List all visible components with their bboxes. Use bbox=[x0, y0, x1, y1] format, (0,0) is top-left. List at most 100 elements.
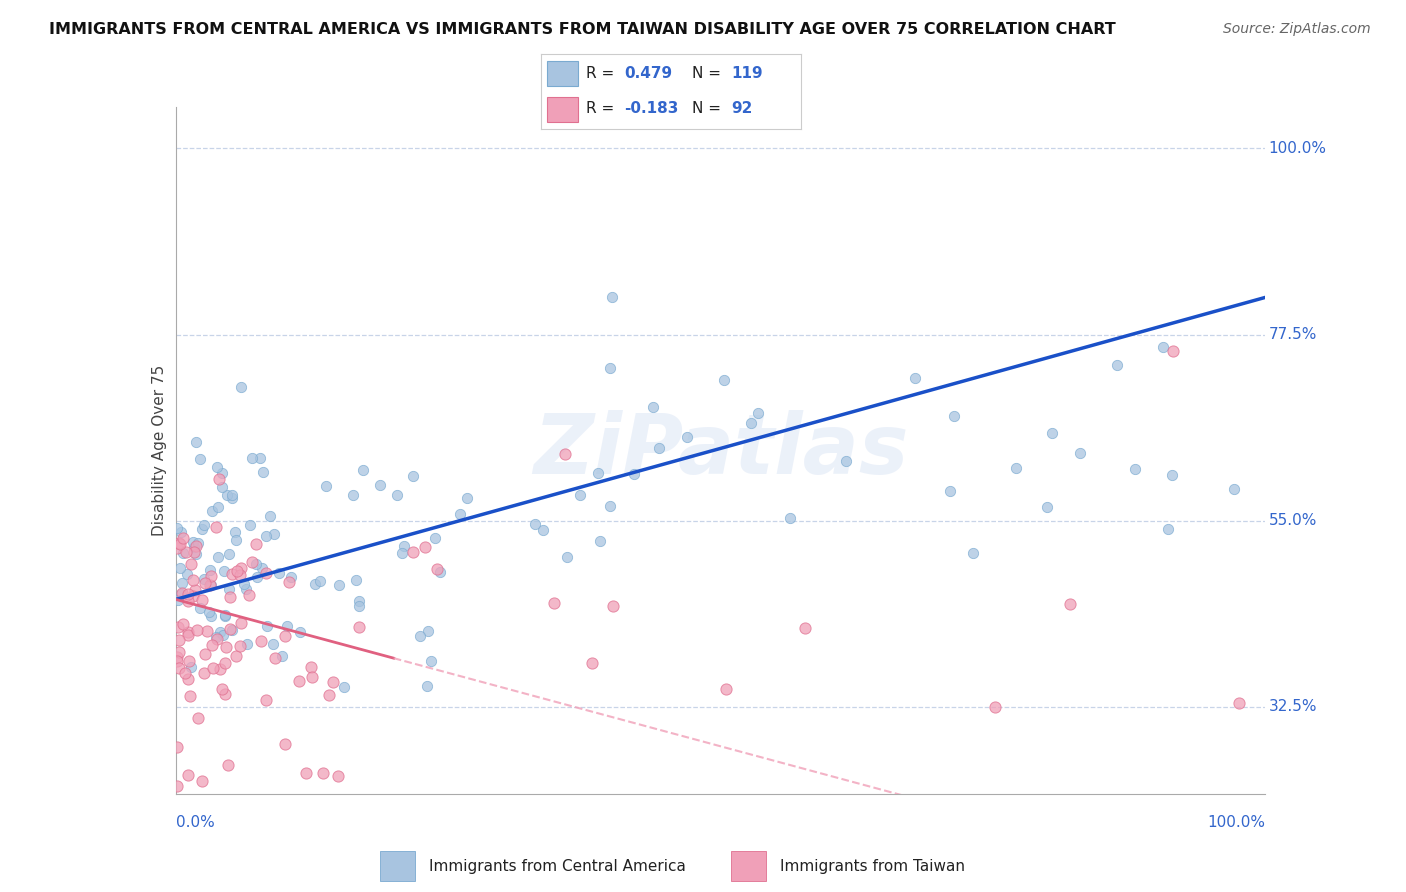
Text: Immigrants from Central America: Immigrants from Central America bbox=[429, 859, 686, 873]
Point bbox=[235, 582, 257, 596]
Point bbox=[599, 499, 621, 513]
Point bbox=[267, 566, 290, 581]
Point bbox=[181, 589, 204, 603]
Point bbox=[242, 450, 264, 465]
Point bbox=[205, 632, 228, 646]
Point bbox=[648, 441, 671, 455]
Point bbox=[167, 645, 190, 659]
Point bbox=[984, 700, 1007, 714]
Point bbox=[1107, 358, 1129, 372]
Point bbox=[167, 536, 190, 550]
Text: 55.0%: 55.0% bbox=[1268, 513, 1317, 528]
Point bbox=[186, 624, 208, 638]
Point bbox=[176, 625, 198, 640]
Point bbox=[252, 466, 274, 480]
Point bbox=[214, 656, 236, 670]
Point bbox=[215, 640, 238, 655]
Point bbox=[429, 566, 451, 580]
Point bbox=[166, 593, 188, 607]
Point bbox=[1004, 461, 1026, 475]
Point bbox=[568, 488, 591, 502]
Point bbox=[456, 491, 478, 505]
Point bbox=[187, 536, 209, 550]
Point bbox=[416, 624, 439, 639]
Point bbox=[589, 534, 612, 549]
Point bbox=[177, 767, 200, 781]
Point bbox=[207, 500, 229, 514]
Point bbox=[172, 546, 194, 560]
Point bbox=[288, 625, 311, 640]
Point bbox=[352, 463, 374, 477]
Point bbox=[205, 459, 228, 474]
Point bbox=[225, 533, 247, 548]
Point bbox=[217, 758, 239, 772]
Point bbox=[221, 488, 243, 502]
Point bbox=[264, 650, 287, 665]
Point bbox=[184, 539, 207, 553]
Point bbox=[200, 578, 222, 592]
Point bbox=[368, 477, 391, 491]
Point bbox=[1222, 482, 1244, 496]
Point bbox=[962, 546, 984, 560]
Text: 119: 119 bbox=[731, 67, 763, 81]
Point bbox=[181, 573, 204, 587]
Point bbox=[231, 616, 253, 631]
Text: 100.0%: 100.0% bbox=[1268, 141, 1327, 156]
Point bbox=[641, 400, 664, 414]
Point bbox=[328, 578, 350, 592]
Point bbox=[186, 547, 208, 561]
Point bbox=[174, 665, 197, 680]
Point bbox=[170, 586, 193, 600]
Point bbox=[1161, 468, 1184, 483]
Point bbox=[184, 435, 207, 450]
Point bbox=[166, 779, 188, 793]
Point bbox=[326, 769, 349, 783]
Point bbox=[176, 672, 198, 686]
Point bbox=[533, 524, 555, 538]
Point bbox=[942, 409, 965, 423]
Point bbox=[1059, 597, 1081, 611]
Text: R =: R = bbox=[585, 67, 619, 81]
Point bbox=[259, 508, 281, 523]
Point bbox=[245, 537, 267, 551]
Point bbox=[201, 638, 224, 652]
Point bbox=[200, 569, 222, 583]
Point bbox=[176, 545, 198, 559]
Point bbox=[747, 406, 769, 420]
Point bbox=[249, 450, 271, 465]
Point bbox=[193, 517, 215, 532]
Point bbox=[172, 531, 194, 545]
Text: 0.0%: 0.0% bbox=[176, 814, 215, 830]
Point bbox=[394, 540, 416, 554]
Point bbox=[194, 647, 217, 661]
Point bbox=[938, 483, 960, 498]
Point bbox=[183, 540, 205, 554]
Point bbox=[276, 619, 298, 633]
Point bbox=[409, 629, 432, 643]
Point bbox=[347, 594, 370, 608]
Point bbox=[170, 576, 193, 591]
Point bbox=[676, 430, 699, 444]
Text: N =: N = bbox=[692, 102, 725, 116]
Point bbox=[211, 466, 233, 480]
Point bbox=[245, 557, 267, 571]
Point bbox=[169, 560, 191, 574]
Point bbox=[181, 535, 204, 549]
FancyBboxPatch shape bbox=[731, 851, 766, 881]
Point bbox=[221, 624, 243, 638]
Point bbox=[191, 592, 214, 607]
Point bbox=[177, 654, 200, 668]
Point bbox=[201, 661, 224, 675]
Point bbox=[779, 511, 801, 525]
Point bbox=[270, 649, 292, 664]
Point bbox=[254, 529, 277, 543]
Point bbox=[1152, 340, 1174, 354]
Point bbox=[304, 576, 326, 591]
Point bbox=[426, 562, 449, 576]
Point bbox=[254, 693, 277, 707]
Point bbox=[226, 564, 249, 578]
Point bbox=[1069, 446, 1091, 460]
Point bbox=[402, 468, 425, 483]
Point bbox=[177, 593, 200, 607]
Point bbox=[167, 620, 190, 634]
